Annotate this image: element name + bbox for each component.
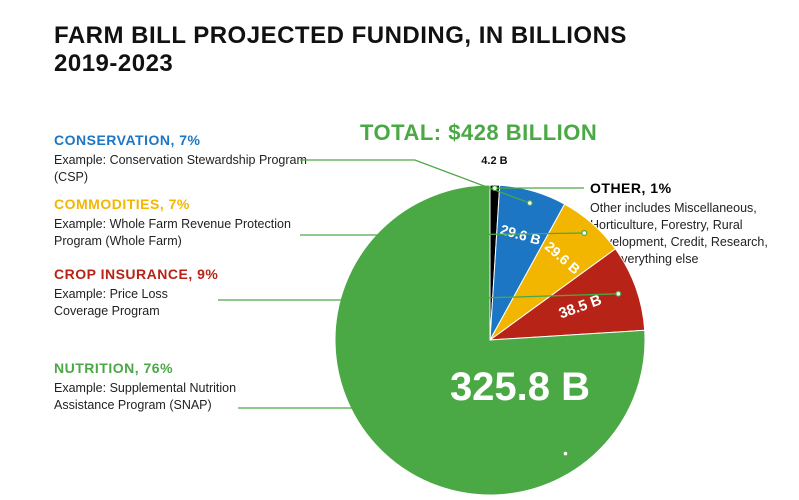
legend-other-sub: Other includes Miscellaneous, Horticultu… <box>590 200 770 268</box>
title-line-1: FARM BILL PROJECTED FUNDING, IN BILLIONS <box>54 22 799 50</box>
legend-crop-insurance-sub: Example: Price Loss Coverage Program <box>54 286 224 320</box>
legend-crop-insurance: CROP INSURANCE, 9% Example: Price Loss C… <box>54 266 314 320</box>
callout-4-2b: 4.2 B <box>481 155 507 167</box>
legend-conservation: CONSERVATION, 7% Example: Conservation S… <box>54 132 314 186</box>
legend-crop-insurance-head: CROP INSURANCE, 9% <box>54 266 314 282</box>
legend-nutrition: NUTRITION, 76% Example: Supplemental Nut… <box>54 360 314 414</box>
legend-other-head: OTHER, 1% <box>590 180 770 196</box>
total-label: TOTAL: $428 BILLION <box>360 120 597 146</box>
legend-commodities-head: COMMODITIES, 7% <box>54 196 314 212</box>
legend-nutrition-head: NUTRITION, 76% <box>54 360 314 376</box>
legend-commodities-sub: Example: Whole Farm Revenue Protection P… <box>54 216 314 250</box>
legend-conservation-head: CONSERVATION, 7% <box>54 132 314 148</box>
legend-commodities: COMMODITIES, 7% Example: Whole Farm Reve… <box>54 196 314 250</box>
svg-text:325.8 B: 325.8 B <box>450 365 590 409</box>
svg-text:29.6 B: 29.6 B <box>499 221 543 248</box>
chart-title: FARM BILL PROJECTED FUNDING, IN BILLIONS… <box>0 0 799 77</box>
title-line-2: 2019-2023 <box>54 50 799 78</box>
legend-other: OTHER, 1% Other includes Miscellaneous, … <box>590 180 770 268</box>
legend-conservation-sub: Example: Conservation Stewardship Progra… <box>54 152 314 186</box>
svg-text:29.6 B: 29.6 B <box>542 238 584 277</box>
svg-text:38.5 B: 38.5 B <box>557 291 604 322</box>
legend-nutrition-sub: Example: Supplemental Nutrition Assistan… <box>54 380 244 414</box>
